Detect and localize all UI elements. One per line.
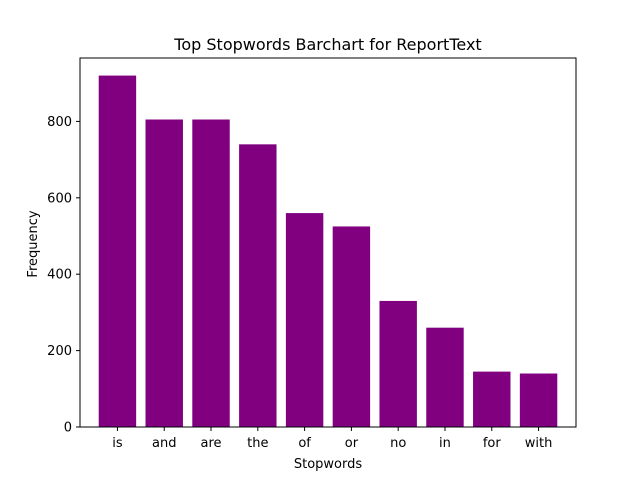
x-tick-label: of [298, 436, 311, 451]
y-tick-label: 600 [47, 191, 72, 206]
x-tick-label: no [390, 436, 406, 451]
y-tick-label: 400 [47, 268, 72, 283]
bar-and [145, 119, 183, 427]
x-axis-ticks: is and are the of or no in for with [112, 427, 552, 451]
y-tick-label: 0 [64, 421, 72, 436]
y-axis-ticks: 0 200 400 600 800 [47, 115, 80, 436]
x-tick-label: or [345, 436, 359, 451]
y-tick-label: 200 [47, 344, 72, 359]
bar-with [519, 373, 558, 427]
y-axis-label: Frequency [26, 210, 41, 277]
plot-area: is and are the of or no in for with 0 200 400 600 800 [47, 57, 577, 451]
x-tick-label: for [483, 436, 502, 451]
bar-the [239, 144, 277, 427]
x-tick-label: are [201, 436, 222, 451]
bar-are [192, 119, 230, 427]
bar-for [473, 371, 511, 427]
x-tick-label: in [439, 436, 451, 451]
y-tick-label: 800 [47, 115, 72, 130]
x-tick-label: the [247, 436, 268, 451]
x-axis-label: Stopwords [294, 457, 363, 472]
bar-no [379, 300, 417, 427]
x-tick-label: and [152, 436, 176, 451]
bar-is [98, 75, 137, 428]
x-tick-label: with [525, 436, 553, 451]
plot-frame [79, 57, 577, 428]
x-tick-label: is [112, 436, 123, 451]
bars-group [98, 75, 558, 428]
bar-or [332, 226, 371, 427]
bar-in [426, 327, 464, 427]
bar-of [285, 213, 324, 427]
chart-title: Top Stopwords Barchart for ReportText [173, 35, 481, 54]
